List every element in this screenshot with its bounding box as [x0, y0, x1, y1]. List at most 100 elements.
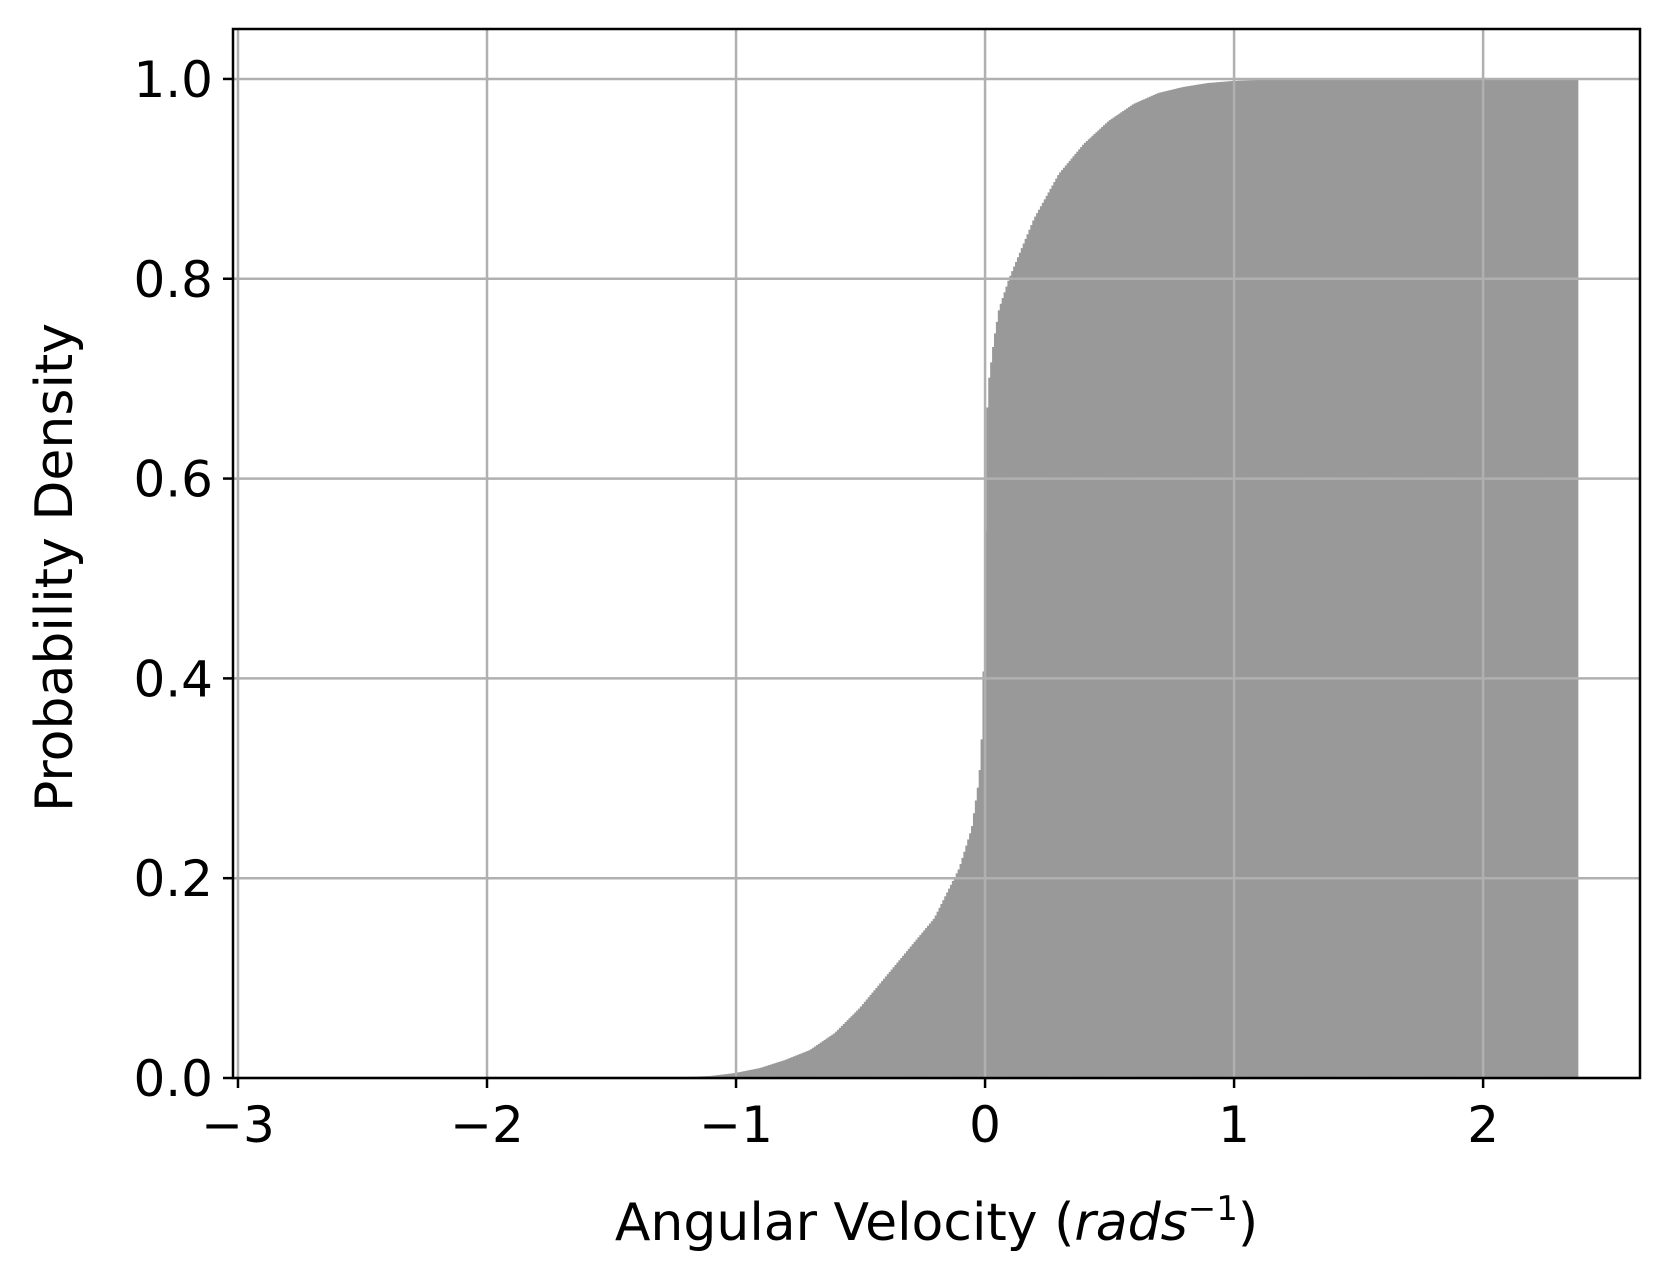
histogram-bar	[1191, 85, 1194, 1079]
histogram-bar	[1464, 78, 1468, 1078]
histogram-bar	[1501, 78, 1504, 1078]
histogram-bar	[771, 1063, 775, 1078]
histogram-bar	[1240, 80, 1244, 1079]
histogram-bar	[1497, 78, 1500, 1078]
histogram-bar	[1162, 91, 1165, 1078]
histogram-bar	[766, 1065, 769, 1078]
histogram-bar	[1470, 78, 1474, 1078]
histogram-bar	[1032, 220, 1035, 1078]
histogram-bar	[884, 976, 888, 1078]
histogram-bar	[1131, 104, 1135, 1078]
histogram-bar	[856, 1010, 859, 1078]
histogram-bar	[1327, 78, 1330, 1078]
histogram-bar	[1443, 78, 1447, 1078]
histogram-bar	[1441, 78, 1445, 1078]
histogram-bar	[1330, 78, 1334, 1078]
histogram-bar	[1263, 79, 1267, 1079]
histogram-bar	[1244, 80, 1248, 1078]
histogram-bar	[1290, 78, 1294, 1078]
histogram-bar	[986, 407, 989, 1078]
histogram-bar	[1039, 206, 1043, 1079]
histogram-bar	[1166, 90, 1169, 1078]
histogram-bar	[1022, 243, 1026, 1078]
histogram-bar	[1522, 78, 1525, 1078]
histogram-bar	[739, 1071, 742, 1078]
histogram-bar	[1476, 78, 1479, 1078]
histogram-bar	[1432, 78, 1435, 1078]
histogram-bar	[1401, 78, 1405, 1078]
histogram-bar	[760, 1067, 763, 1078]
histogram-bar	[1367, 78, 1370, 1078]
x-axis-label: Angular Velocity (rads−1)	[615, 1189, 1258, 1253]
x-axis-label-main: Angular Velocity (	[615, 1193, 1075, 1253]
histogram-bar	[1196, 84, 1200, 1079]
histogram-bar	[1171, 89, 1175, 1078]
histogram-bar	[1212, 82, 1215, 1079]
histogram-bar	[921, 932, 924, 1078]
y-tick-label: 0.6	[133, 451, 213, 509]
histogram-bar	[1066, 163, 1070, 1078]
histogram-bar	[1085, 141, 1089, 1078]
histogram-bar	[1181, 87, 1185, 1078]
histogram-bar	[1480, 78, 1483, 1078]
histogram-bar	[1055, 178, 1058, 1079]
histogram-bar	[955, 873, 959, 1078]
histogram-bar	[1009, 275, 1012, 1078]
histogram-bar	[1286, 78, 1290, 1078]
histogram-bar	[999, 303, 1003, 1078]
histogram-bar	[1506, 78, 1510, 1078]
histogram-bar	[1570, 78, 1573, 1078]
histogram-bar	[1328, 78, 1332, 1078]
histogram-bar	[1493, 78, 1497, 1078]
histogram-bar	[1428, 78, 1431, 1078]
histogram-bar	[1198, 84, 1202, 1078]
histogram-bar	[1319, 78, 1322, 1078]
histogram-bar	[905, 951, 909, 1078]
histogram-bar	[787, 1058, 790, 1078]
histogram-bar	[1313, 78, 1317, 1078]
histogram-bar	[1451, 78, 1454, 1078]
histogram-bar	[1083, 142, 1087, 1079]
histogram-bar	[879, 983, 882, 1078]
histogram-bar	[722, 1074, 725, 1078]
histogram-bar	[718, 1074, 721, 1078]
histogram-bar	[1217, 82, 1221, 1079]
histogram-bar	[1164, 91, 1167, 1079]
histogram-bar	[1175, 88, 1179, 1078]
histogram-bar	[726, 1073, 729, 1078]
histogram-bar	[1483, 78, 1487, 1078]
histogram-bar	[1118, 113, 1121, 1079]
histogram-bar	[1279, 79, 1282, 1078]
histogram-bar	[1550, 78, 1554, 1078]
histogram-bar	[1080, 147, 1083, 1078]
histogram-bar	[1145, 98, 1148, 1079]
histogram-bar	[992, 346, 995, 1079]
histogram-bar	[1189, 85, 1192, 1079]
x-tick-label: 0	[969, 1096, 1001, 1154]
histogram-bar	[1089, 137, 1093, 1078]
histogram-bar	[1183, 86, 1186, 1078]
histogram-bar	[1141, 100, 1144, 1079]
histogram-bar	[837, 1029, 840, 1078]
histogram-bar	[1277, 79, 1280, 1078]
histogram-bar	[995, 321, 999, 1078]
histogram-bar	[863, 1001, 867, 1078]
x-axis-label-close: )	[1238, 1193, 1258, 1253]
histogram-bar	[978, 770, 982, 1078]
histogram-bar	[1418, 78, 1422, 1078]
histogram-bar	[1047, 192, 1051, 1078]
histogram-bar	[1305, 78, 1309, 1078]
histogram-bar	[1030, 225, 1033, 1078]
histogram-bar	[1388, 78, 1391, 1078]
x-axis-ticks: −3 −2 −1 0 1 2	[201, 1078, 1499, 1154]
histogram-bar	[852, 1014, 855, 1078]
histogram-bar	[1357, 78, 1361, 1078]
histogram-bar	[1338, 78, 1342, 1078]
histogram-bar	[1485, 78, 1489, 1078]
histogram-bar	[827, 1037, 830, 1078]
histogram-bar	[997, 310, 1001, 1078]
histogram-bar	[1321, 78, 1324, 1078]
histogram-bar	[1495, 78, 1498, 1078]
histogram-bar	[1457, 78, 1460, 1078]
histogram-bar	[1436, 78, 1439, 1078]
